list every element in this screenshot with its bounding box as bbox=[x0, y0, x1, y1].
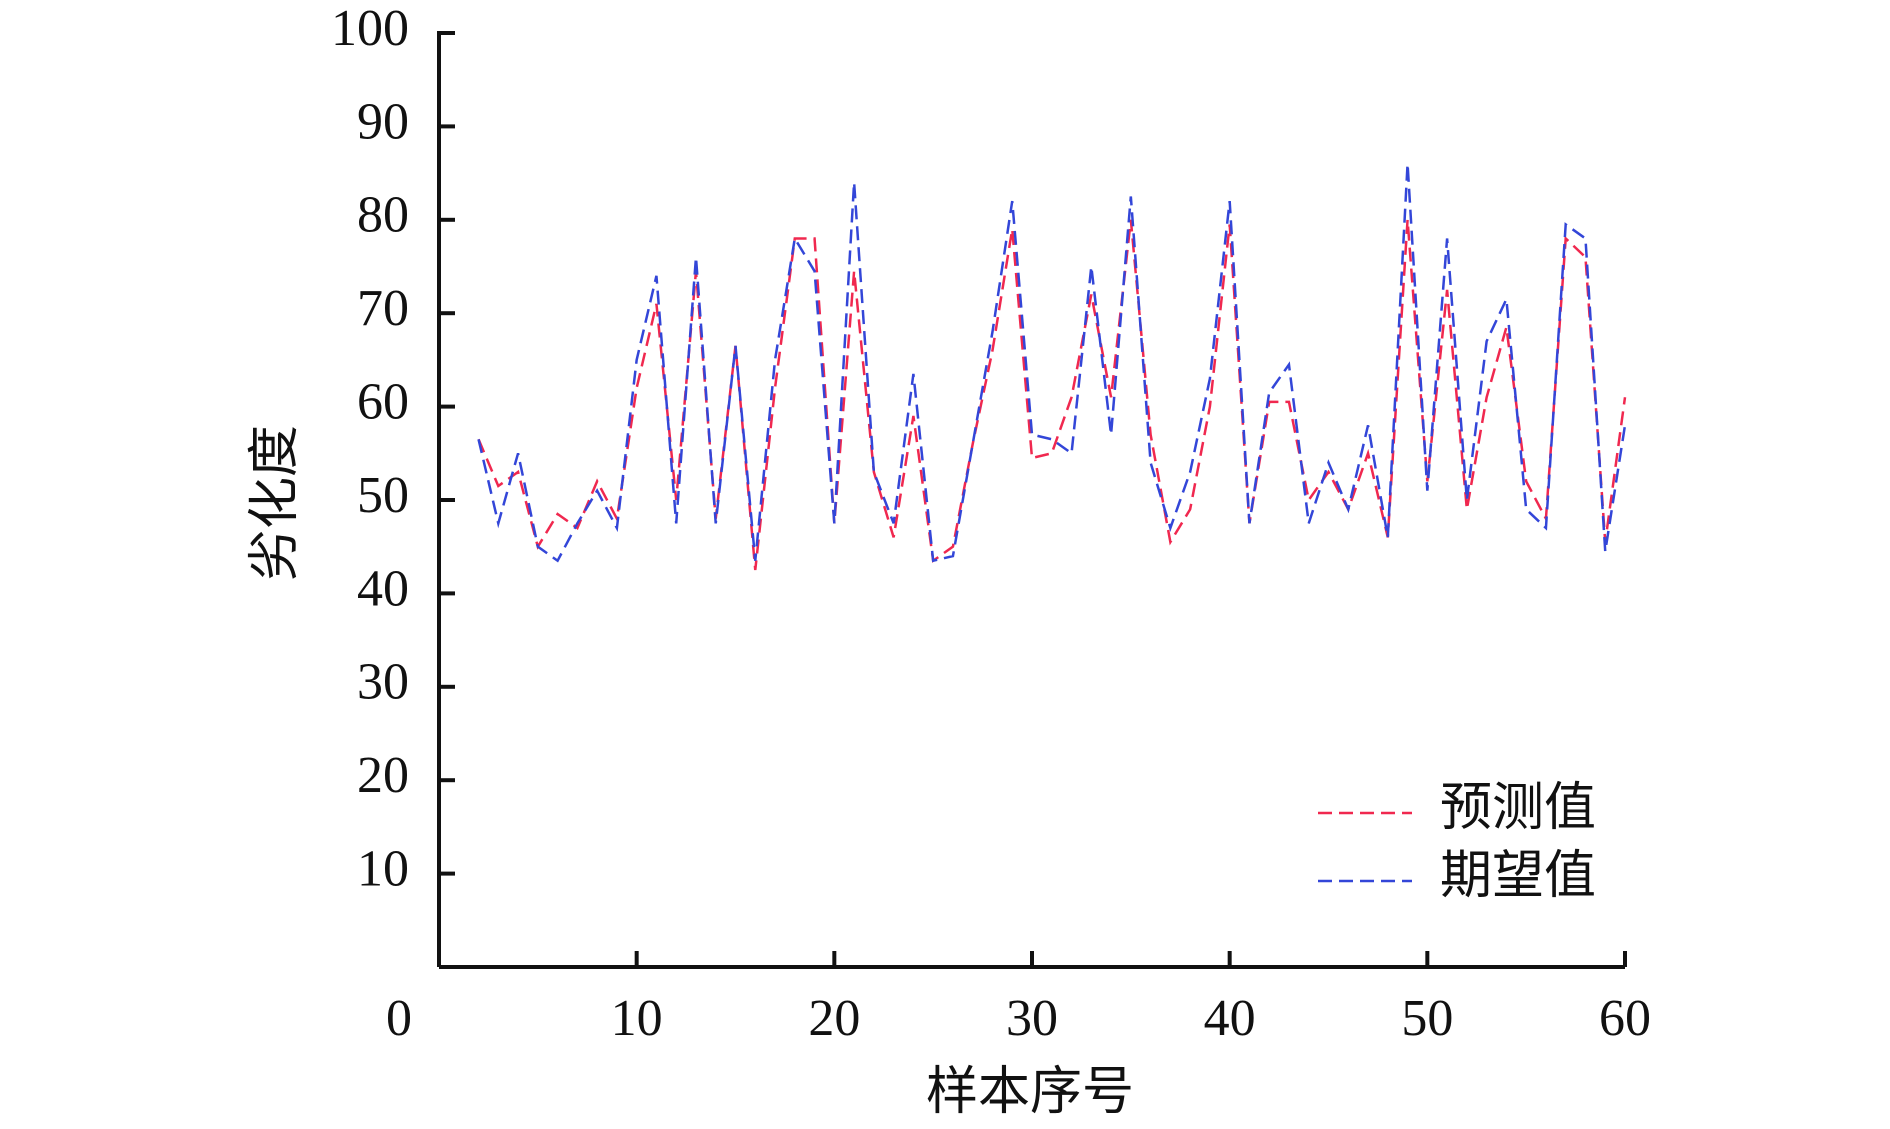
y-tick-label: 20 bbox=[357, 747, 409, 804]
x-tick-label: 0 bbox=[386, 990, 412, 1047]
y-tick-label: 10 bbox=[357, 841, 409, 898]
y-tick-label: 90 bbox=[357, 93, 409, 150]
y-tick-label: 40 bbox=[357, 560, 409, 617]
y-tick-label: 80 bbox=[357, 187, 409, 244]
x-tick-label: 10 bbox=[611, 990, 663, 1047]
y-tick-label: 60 bbox=[357, 374, 409, 431]
x-tick-label: 50 bbox=[1401, 990, 1453, 1047]
x-tick-label: 40 bbox=[1204, 990, 1256, 1047]
legend-label: 预测值 bbox=[1440, 780, 1596, 837]
x-axis-title: 样本序号 bbox=[926, 1064, 1134, 1121]
y-tick-label: 100 bbox=[331, 0, 409, 57]
series-line bbox=[477, 219, 1627, 571]
y-tick-label: 30 bbox=[357, 654, 409, 711]
x-tick-label: 30 bbox=[1006, 990, 1058, 1047]
x-tick-label: 20 bbox=[808, 990, 860, 1047]
x-tick-label: 60 bbox=[1599, 990, 1651, 1047]
y-tick-label: 70 bbox=[357, 280, 409, 337]
legend-label: 期望值 bbox=[1440, 848, 1596, 905]
series-line bbox=[477, 163, 1627, 563]
y-tick-label: 50 bbox=[357, 467, 409, 524]
y-axis-title: 劣化度 bbox=[247, 425, 304, 581]
